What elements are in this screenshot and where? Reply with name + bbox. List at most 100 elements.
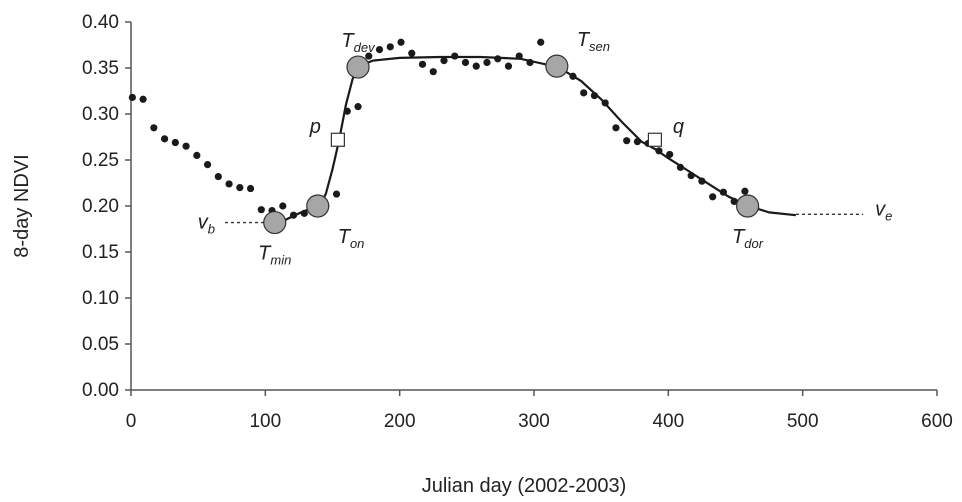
- observation-point: [730, 197, 738, 205]
- label-Tmin: Tmin: [258, 243, 291, 268]
- label-subscript: on: [350, 236, 364, 251]
- observation-point: [408, 49, 416, 57]
- label-vb: vb: [198, 212, 215, 237]
- observation-point: [526, 58, 534, 67]
- y-tick-label: 0.20: [82, 196, 119, 217]
- observation-point: [590, 92, 599, 100]
- label-main: T: [258, 243, 272, 265]
- observation-point: [461, 58, 470, 67]
- observation-point: [569, 72, 577, 80]
- observation-point: [580, 89, 588, 97]
- x-tick-label: 600: [921, 411, 953, 432]
- x-tick-label: 500: [787, 411, 819, 432]
- observation-point: [666, 150, 674, 159]
- observation-point: [623, 137, 631, 145]
- label-main: v: [198, 212, 209, 234]
- label-main: T: [732, 226, 746, 248]
- y-tick-label: 0.35: [82, 58, 119, 79]
- observation-point: [429, 68, 437, 76]
- label-subscript: sen: [589, 39, 610, 54]
- observation-point: [515, 52, 523, 60]
- phenology-marker-dor: [735, 194, 760, 218]
- label-p: p: [309, 116, 321, 138]
- observation-point: [494, 55, 502, 63]
- label-q: q: [673, 116, 684, 138]
- inflection-marker-q: [647, 132, 663, 147]
- baselines: [225, 213, 864, 224]
- y-tick-label: 0.00: [82, 380, 119, 401]
- label-main: v: [875, 198, 886, 220]
- y-axis-title: 8-day NDVI: [11, 154, 33, 257]
- label-Tdor: Tdor: [732, 226, 764, 251]
- observation-point: [537, 38, 545, 46]
- observation-point: [698, 177, 706, 185]
- y-tick-label: 0.05: [82, 334, 119, 355]
- y-tick-label: 0.30: [82, 104, 119, 125]
- x-ticks: 0 100 200 300 400 500 600: [126, 390, 953, 432]
- observation-point: [741, 187, 749, 195]
- phenology-marker-min: [263, 210, 287, 235]
- phenology-marker-on: [306, 194, 330, 218]
- x-tick-label: 200: [384, 411, 416, 432]
- x-axis-title: Julian day (2002-2003): [422, 475, 627, 497]
- observation-point: [236, 184, 244, 192]
- phenology-markers: [263, 54, 760, 235]
- observation-point: [655, 147, 663, 155]
- axes: [130, 22, 937, 391]
- observation-point: [150, 124, 158, 132]
- x-tick-label: 0: [126, 411, 137, 432]
- label-Ton: Ton: [338, 226, 365, 251]
- phenology-marker-sen: [545, 54, 569, 78]
- observation-point: [601, 99, 609, 107]
- observation-point: [246, 184, 255, 193]
- observation-point: [472, 62, 480, 70]
- observation-point: [225, 180, 233, 188]
- observation-point: [483, 58, 491, 67]
- label-ve: ve: [875, 198, 892, 223]
- label-main: T: [577, 29, 591, 51]
- label-subscript: min: [270, 253, 291, 268]
- label-main: T: [341, 30, 355, 52]
- observation-point: [332, 190, 341, 198]
- inflection-marker-p: [330, 132, 345, 147]
- y-ticks: 0.00 0.05 0.10 0.15 0.20 0.25 0.30 0.35 0.40: [82, 12, 131, 401]
- observation-point: [709, 193, 717, 201]
- observation-point: [300, 209, 308, 217]
- observation-point: [676, 163, 685, 171]
- observation-point: [633, 138, 642, 146]
- label-subscript: dev: [354, 40, 376, 55]
- observation-point: [289, 211, 298, 219]
- observation-point: [203, 161, 212, 169]
- observation-point: [365, 52, 373, 60]
- observation-point: [504, 62, 513, 70]
- observation-point: [171, 138, 179, 147]
- observation-point: [257, 206, 265, 214]
- label-Tdev: Tdev: [341, 30, 376, 55]
- x-tick-label: 300: [518, 411, 550, 432]
- observation-point: [343, 107, 351, 115]
- y-tick-label: 0.15: [82, 242, 119, 263]
- y-tick-label: 0.10: [82, 288, 119, 309]
- observation-point: [279, 202, 287, 210]
- label-main: T: [338, 226, 352, 248]
- observation-point: [128, 93, 136, 102]
- observation-point: [451, 52, 459, 60]
- label-main: q: [673, 116, 684, 138]
- observation-point: [687, 172, 695, 180]
- label-main: p: [309, 116, 321, 138]
- x-tick-label: 100: [249, 411, 281, 432]
- observation-point: [160, 135, 169, 143]
- fitted-curve-line: [274, 55, 797, 224]
- observation-point: [386, 43, 394, 51]
- observation-point: [397, 38, 405, 46]
- label-Tsen: Tsen: [577, 29, 610, 54]
- observation-point: [214, 172, 222, 181]
- observation-point: [193, 151, 201, 159]
- y-tick-label: 0.40: [82, 12, 119, 33]
- label-subscript: dor: [744, 236, 763, 251]
- observation-point: [440, 57, 448, 65]
- x-tick-label: 400: [652, 411, 684, 432]
- observation-point: [139, 95, 147, 103]
